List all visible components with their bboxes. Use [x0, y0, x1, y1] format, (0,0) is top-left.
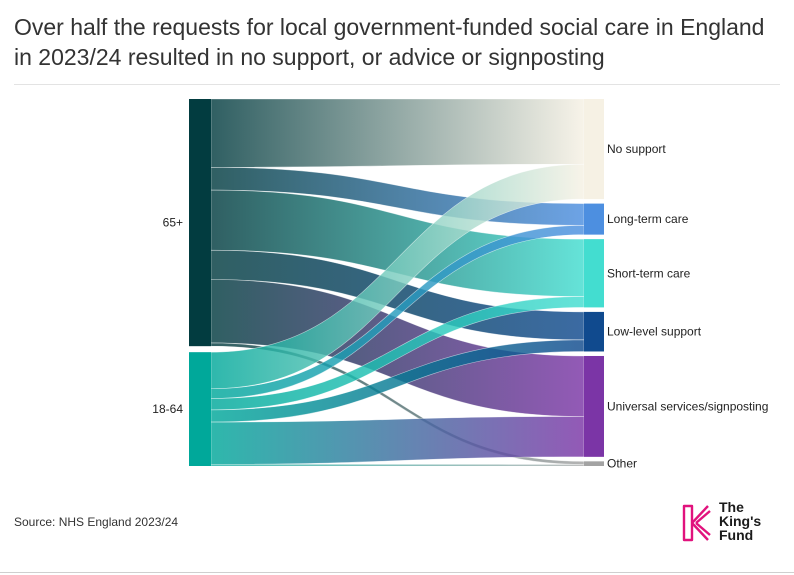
footer-divider — [0, 572, 794, 573]
target-label-low_level: Low-level support — [607, 325, 702, 339]
kings-fund-k-icon — [682, 504, 711, 542]
target-node-long_term — [584, 203, 604, 235]
kings-fund-logo[interactable]: The King's Fund — [681, 500, 771, 545]
source-note: Source: NHS England 2023/24 — [14, 515, 179, 529]
sankey-chart: 65+ 18-64 No support Long-term care Short-te… — [152, 98, 768, 471]
target-label-no_support: No support — [607, 142, 666, 156]
logo-wordmark: The King's Fund — [719, 500, 761, 542]
sankey-labels: 65+ 18-64 No support Long-term care Short-te… — [152, 142, 768, 471]
target-label-other: Other — [607, 457, 637, 471]
flow-s65-to-no_support — [210, 98, 585, 168]
target-label-long_term: Long-term care — [607, 212, 689, 226]
source-node-s1864 — [189, 352, 211, 466]
source-label-s1864: 18-64 — [152, 402, 183, 416]
chart-title: Over half the requests for local governm… — [14, 14, 765, 70]
title-divider — [14, 84, 780, 85]
sankey-nodes — [189, 99, 604, 466]
source-node-s65 — [189, 99, 211, 347]
target-label-short_term: Short-term care — [607, 266, 691, 280]
source-label-s65: 65+ — [163, 216, 183, 230]
logo-line-2: King's — [719, 513, 762, 529]
logo-line-3: Fund — [719, 527, 754, 543]
target-node-other — [584, 461, 604, 466]
sankey-links — [210, 98, 585, 467]
target-label-universal: Universal services/signposting — [607, 399, 768, 413]
flow-s1864-to-other — [210, 464, 585, 467]
target-node-short_term — [584, 239, 604, 308]
target-node-low_level — [584, 311, 604, 352]
logo-line-1: The — [719, 499, 744, 515]
flow-s1864-to-universal — [210, 416, 585, 465]
flow-s1864-to-short_term — [210, 296, 585, 411]
target-node-no_support — [584, 99, 604, 200]
target-node-universal — [584, 355, 604, 457]
